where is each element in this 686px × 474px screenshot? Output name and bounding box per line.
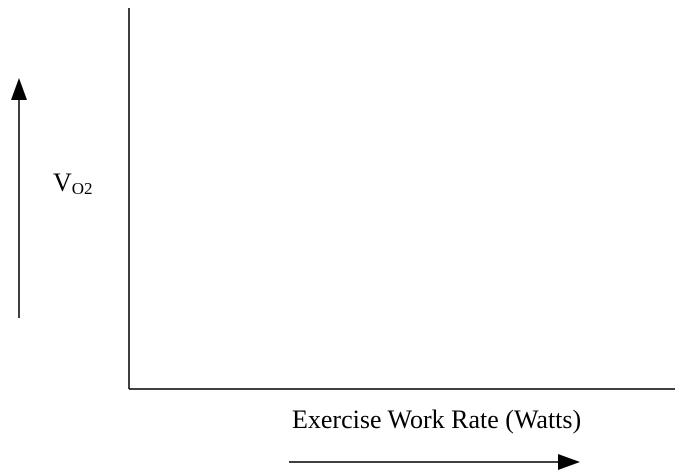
- y-direction-arrow-head: [11, 78, 27, 100]
- x-direction-arrow-head: [558, 454, 580, 470]
- y-axis-label-subscript: O2: [71, 179, 93, 198]
- y-axis-label: VO2: [53, 168, 93, 201]
- y-axis-label-main: V: [53, 168, 72, 197]
- x-axis-label: Exercise Work Rate (Watts): [292, 405, 582, 434]
